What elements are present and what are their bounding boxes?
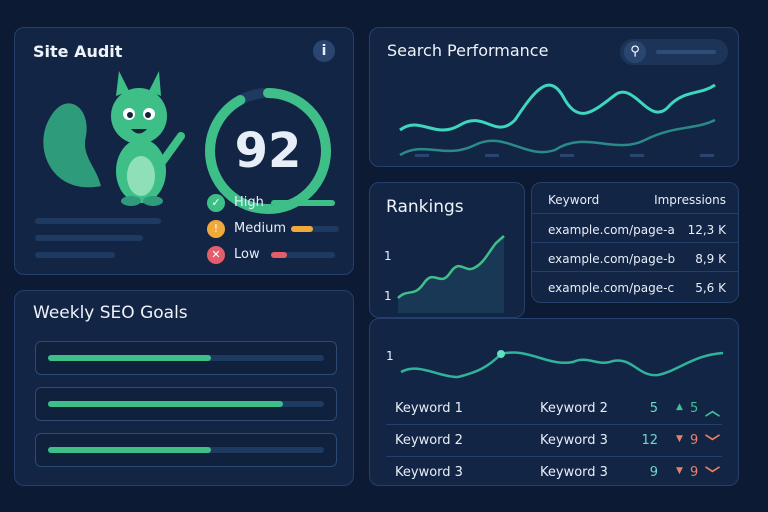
chevron-down-icon: ﹀ <box>705 465 721 483</box>
legend-bar <box>271 252 335 258</box>
info-icon[interactable]: i <box>313 40 335 62</box>
keyword-trend-card: 1 Keyword 1 Keyword 2 5 ▲ 5 ︿ Keyword 2 … <box>369 318 739 486</box>
chevron-up-icon: ︿ <box>705 401 721 419</box>
position-value: 9 <box>649 465 658 480</box>
position-value: 5 <box>649 401 658 416</box>
check-icon: ✓ <box>207 194 225 212</box>
down-triangle-icon: ▼ <box>676 434 683 444</box>
impressions-value: 8,9 K <box>695 252 726 266</box>
legend-bar <box>291 226 339 232</box>
position-value: 12 <box>641 433 658 448</box>
down-triangle-icon: ▼ <box>676 466 683 476</box>
score-gauge <box>205 88 331 214</box>
col-header-impressions: Impressions <box>654 193 726 207</box>
goal-item[interactable] <box>35 341 337 375</box>
squirrel-mascot-icon <box>43 71 185 206</box>
goal-progress <box>48 447 324 453</box>
table-row[interactable] <box>532 271 738 300</box>
y-label: 1 <box>384 249 392 263</box>
search-performance-title: Search Performance <box>387 41 549 60</box>
goal-item[interactable] <box>35 433 337 467</box>
site-audit-card: Site Audit i 92 ✓ High ! Medium ✕ Low <box>14 27 354 275</box>
goal-progress <box>48 355 324 361</box>
weekly-goals-card: Weekly SEO Goals <box>14 290 354 486</box>
trend-chart <box>400 350 724 379</box>
impressions-value: 5,6 K <box>695 281 726 295</box>
search-input[interactable]: ⚲ <box>620 39 728 65</box>
audit-score: 92 <box>234 123 302 179</box>
col-header-keyword: Keyword <box>548 193 600 207</box>
weekly-goals-title: Weekly SEO Goals <box>33 303 188 323</box>
page-url: example.com/page-c <box>548 281 675 295</box>
y-label: 1 <box>384 289 392 303</box>
up-triangle-icon: ▲ <box>676 402 683 412</box>
keyword-compare: Keyword 3 <box>540 433 608 448</box>
impressions-table: Keyword Impressions example.com/page-a 12,… <box>531 182 739 303</box>
impressions-value: 12,3 K <box>687 223 726 237</box>
rankings-title: Rankings <box>386 197 464 217</box>
site-audit-title: Site Audit <box>33 42 123 61</box>
table-row[interactable] <box>532 242 738 271</box>
table-row[interactable] <box>532 213 738 242</box>
rankings-chart <box>397 235 505 313</box>
search-icon: ⚲ <box>624 41 646 63</box>
change-value: 9 <box>690 465 699 480</box>
legend-bar <box>271 200 335 206</box>
keyword-compare: Keyword 2 <box>540 401 608 416</box>
search-performance-chart <box>399 83 716 157</box>
legend-label: Medium <box>234 221 286 236</box>
warning-icon: ! <box>207 220 225 238</box>
y-label: 1 <box>386 349 394 363</box>
search-performance-card: Search Performance ⚲ <box>369 27 739 167</box>
series-primary <box>399 83 716 132</box>
keyword-compare: Keyword 3 <box>540 465 608 480</box>
series-secondary <box>399 118 716 157</box>
goal-item[interactable] <box>35 387 337 421</box>
keyword-name[interactable]: Keyword 2 <box>395 433 463 448</box>
x-icon: ✕ <box>207 246 225 264</box>
goal-progress <box>48 401 324 407</box>
keyword-name[interactable]: Keyword 3 <box>395 465 463 480</box>
legend-label: Low <box>234 247 260 262</box>
change-value: 5 <box>690 401 699 416</box>
page-url: example.com/page-a <box>548 223 675 237</box>
chevron-down-icon: ﹀ <box>705 433 721 451</box>
keyword-name[interactable]: Keyword 1 <box>395 401 463 416</box>
rankings-card: Rankings 1 1 <box>369 182 525 318</box>
page-url: example.com/page-b <box>548 252 676 266</box>
legend-label: High <box>234 195 264 210</box>
change-value: 9 <box>690 433 699 448</box>
